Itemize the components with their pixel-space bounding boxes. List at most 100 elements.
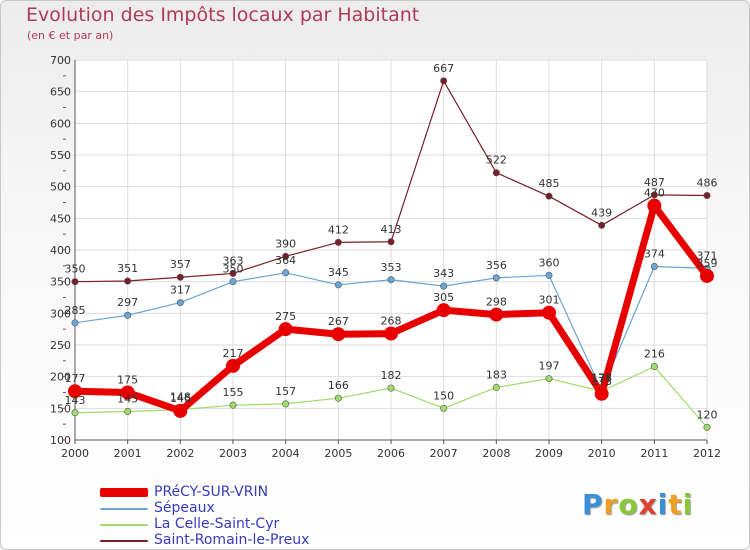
data-point-1 [71, 319, 79, 327]
data-label-2: 145 [117, 393, 138, 406]
data-label-3: 357 [170, 258, 191, 271]
data-label-2: 166 [328, 379, 349, 392]
data-label-1: 360 [539, 256, 560, 269]
data-label-0: 305 [433, 291, 454, 304]
data-label-1: 356 [486, 259, 507, 272]
data-point-3 [440, 77, 448, 85]
x-tick-label: 2012 [693, 447, 721, 460]
y-tick-label: 500 [50, 181, 71, 194]
data-label-1: 285 [65, 304, 86, 317]
data-point-0 [68, 384, 82, 399]
y-tick-label: 100 [50, 434, 71, 447]
x-tick-label: 2003 [219, 447, 247, 460]
data-point-3 [387, 238, 395, 246]
data-label-0: 301 [539, 294, 560, 307]
data-label-2: 177 [591, 372, 612, 385]
data-label-0: 359 [697, 257, 718, 270]
data-label-3: 390 [275, 237, 296, 250]
data-label-1: 297 [117, 296, 138, 309]
logo-letter: t [668, 488, 683, 521]
data-point-0 [489, 307, 504, 322]
data-label-3: 487 [644, 176, 665, 189]
data-label-3: 413 [381, 223, 402, 236]
legend-swatch-saint-romain [100, 540, 148, 542]
data-label-0: 173 [591, 375, 612, 388]
x-tick-label: 2000 [61, 447, 89, 460]
data-label-1: 317 [170, 284, 191, 297]
data-label-2: 197 [539, 360, 560, 373]
y-tick-label: 350 [50, 276, 71, 289]
data-point-2 [71, 409, 79, 417]
data-label-0: 275 [275, 310, 296, 323]
data-point-0 [173, 403, 188, 418]
x-tick-label: 2010 [588, 447, 616, 460]
legend-label-saint-romain: Saint-Romain-le-Preux [154, 532, 310, 548]
data-point-2 [440, 404, 448, 412]
data-point-2 [124, 407, 132, 415]
data-point-0 [542, 305, 556, 320]
data-label-1: 374 [644, 247, 665, 260]
data-point-0 [120, 385, 135, 400]
data-label-0: 177 [65, 372, 86, 385]
data-point-2 [282, 400, 290, 408]
x-tick-label: 2007 [430, 447, 458, 460]
data-point-2 [229, 401, 237, 409]
data-point-2 [492, 383, 500, 391]
legend-swatch-precy [100, 488, 148, 497]
data-label-0: 470 [644, 187, 665, 200]
data-point-1 [650, 262, 658, 270]
data-label-3: 522 [486, 154, 507, 167]
logo-letter: x [638, 488, 658, 521]
data-point-0 [647, 198, 662, 213]
logo-letter: i [682, 488, 694, 521]
data-label-0: 298 [486, 296, 507, 309]
data-point-1 [387, 276, 395, 284]
chart-title: Evolution des Impôts locaux par Habitant [26, 4, 420, 26]
data-label-0: 175 [117, 374, 138, 387]
legend-swatch-celle [100, 524, 148, 526]
data-point-3 [545, 192, 553, 200]
data-label-0: 217 [223, 347, 244, 360]
data-point-2 [387, 384, 395, 392]
data-point-3 [124, 277, 132, 285]
data-label-2: 183 [486, 368, 507, 381]
y-tick-label: 200 [50, 371, 71, 384]
data-label-3: 485 [539, 177, 560, 190]
data-point-1 [124, 311, 132, 319]
data-label-1: 178 [591, 372, 612, 385]
data-point-3 [176, 273, 184, 281]
x-tick-label: 2008 [482, 447, 510, 460]
data-point-0 [594, 386, 609, 401]
data-point-1 [492, 274, 500, 282]
x-tick-label: 2009 [535, 447, 563, 460]
data-label-3: 412 [328, 223, 349, 236]
data-point-0 [384, 326, 398, 341]
logo-letter: r [603, 488, 619, 521]
data-label-3: 439 [591, 206, 612, 219]
data-point-1 [440, 282, 448, 290]
legend-label-sepeaux: Sépeaux [154, 500, 215, 516]
x-tick-label: 2011 [640, 447, 668, 460]
data-point-2 [334, 394, 342, 402]
data-point-1 [176, 299, 184, 307]
y-tick-label: 650 [50, 86, 71, 99]
data-point-3 [650, 191, 658, 199]
y-tick-label: 250 [50, 339, 71, 352]
data-label-3: 667 [433, 62, 454, 75]
data-point-1 [282, 269, 290, 277]
data-point-0 [278, 322, 293, 337]
y-tick-label: 300 [50, 307, 71, 320]
data-point-0 [331, 327, 346, 342]
x-tick-label: 2001 [114, 447, 142, 460]
chart-subtitle: (en € et par an) [27, 29, 114, 42]
data-label-3: 351 [117, 262, 138, 275]
y-tick-label: 550 [50, 149, 71, 162]
x-tick-label: 2005 [324, 447, 352, 460]
data-label-3: 363 [223, 254, 244, 267]
data-label-3: 350 [65, 263, 86, 276]
logo-letter: i [657, 488, 669, 521]
data-point-1 [334, 281, 342, 289]
data-point-3 [598, 221, 606, 229]
data-label-0: 146 [170, 392, 191, 405]
data-label-2: 150 [433, 389, 454, 402]
